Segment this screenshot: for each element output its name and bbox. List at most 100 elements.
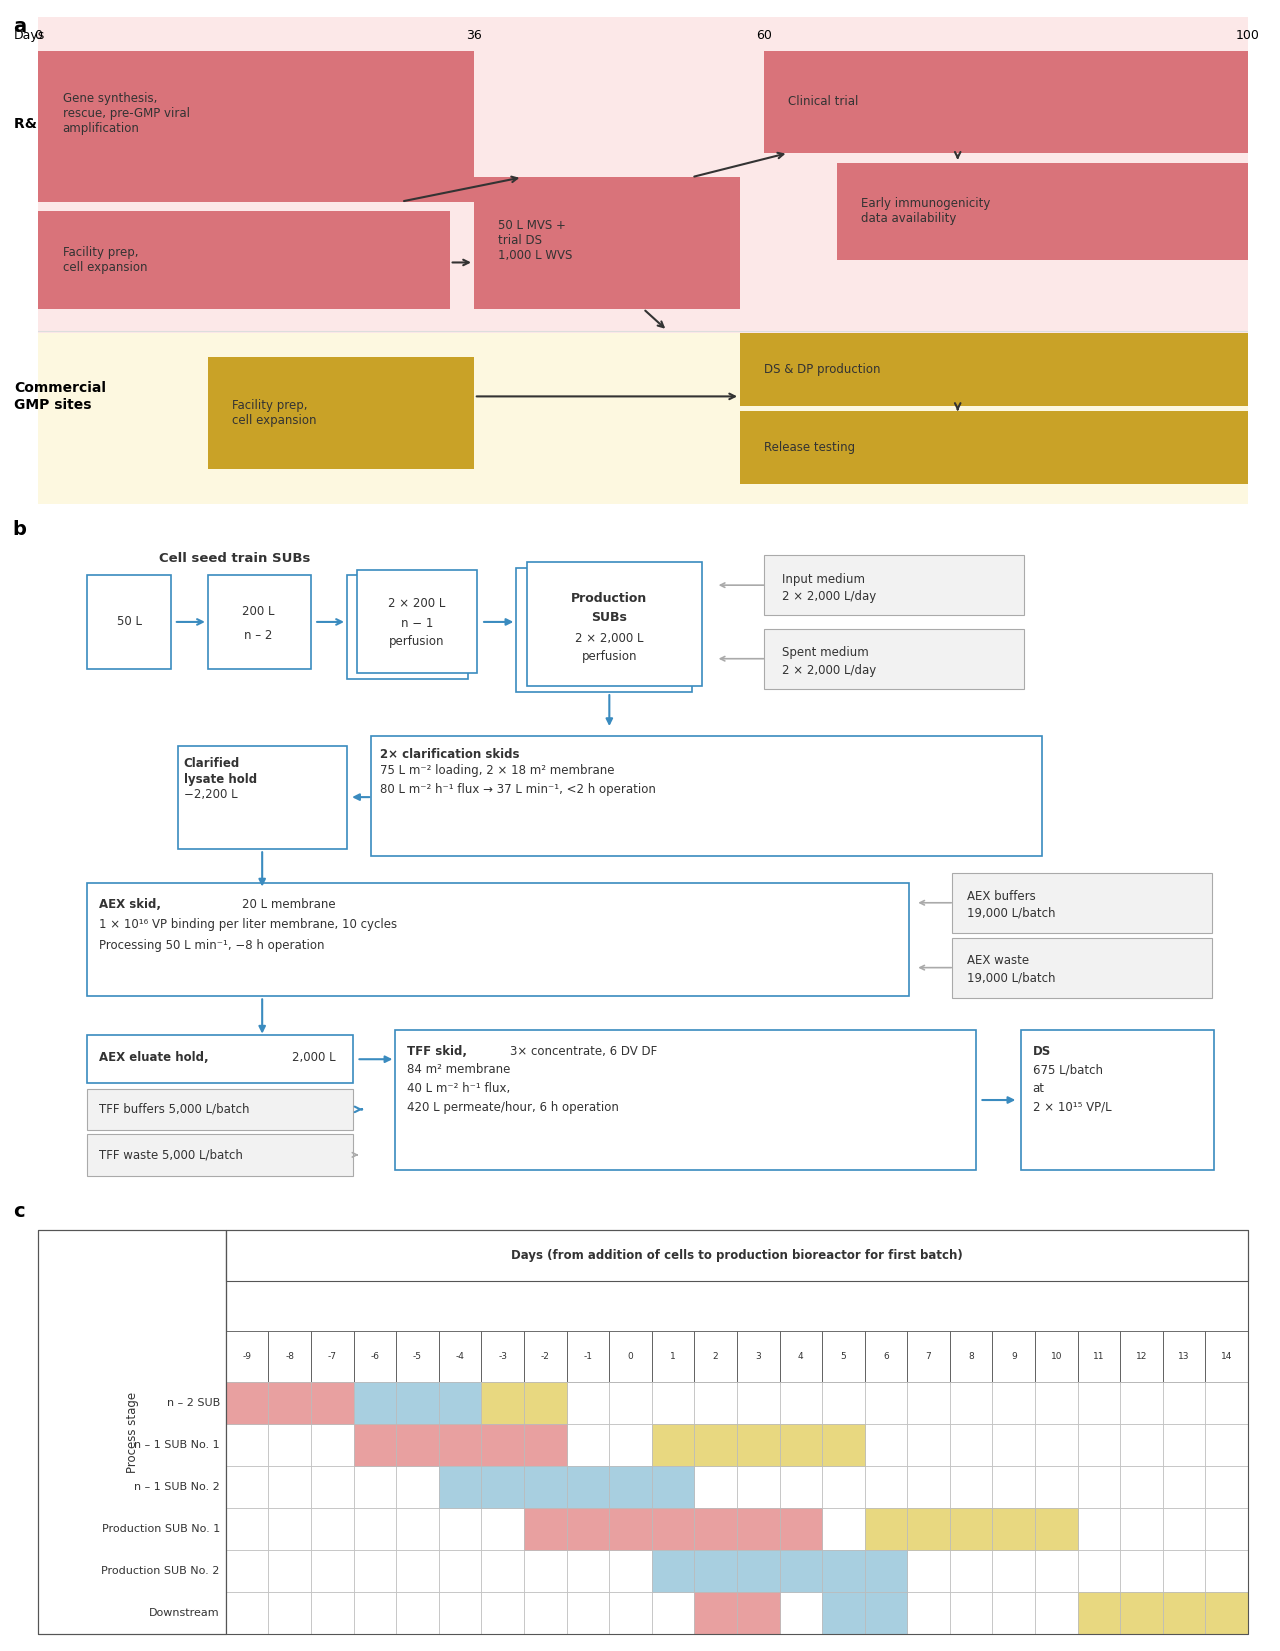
Text: 2,000 L: 2,000 L — [292, 1050, 337, 1063]
FancyBboxPatch shape — [269, 1466, 311, 1509]
FancyBboxPatch shape — [609, 1466, 652, 1509]
FancyBboxPatch shape — [950, 1509, 992, 1550]
Text: perfusion: perfusion — [581, 650, 637, 664]
FancyBboxPatch shape — [1162, 1509, 1206, 1550]
Bar — [38, 211, 449, 309]
Text: -3: -3 — [498, 1352, 507, 1360]
FancyBboxPatch shape — [950, 1592, 992, 1634]
Text: 2 × 2,000 L/day: 2 × 2,000 L/day — [782, 589, 877, 603]
Text: n – 1 SUB No. 2: n – 1 SUB No. 2 — [134, 1483, 220, 1493]
FancyBboxPatch shape — [992, 1382, 1036, 1423]
FancyBboxPatch shape — [353, 1331, 397, 1382]
Text: at: at — [1033, 1081, 1044, 1095]
Text: Clinical trial: Clinical trial — [788, 96, 859, 109]
FancyBboxPatch shape — [694, 1423, 737, 1466]
FancyBboxPatch shape — [694, 1592, 737, 1634]
Bar — [38, 51, 474, 201]
FancyBboxPatch shape — [652, 1423, 694, 1466]
FancyBboxPatch shape — [1020, 1030, 1215, 1171]
FancyBboxPatch shape — [1206, 1423, 1248, 1466]
Text: R&D sites: R&D sites — [14, 117, 91, 130]
FancyBboxPatch shape — [950, 1466, 992, 1509]
FancyBboxPatch shape — [1078, 1423, 1120, 1466]
FancyBboxPatch shape — [822, 1592, 865, 1634]
Text: 3: 3 — [755, 1352, 762, 1360]
FancyBboxPatch shape — [524, 1550, 567, 1592]
FancyBboxPatch shape — [347, 575, 467, 679]
FancyBboxPatch shape — [694, 1550, 737, 1592]
Text: 84 m² membrane: 84 m² membrane — [407, 1063, 511, 1076]
FancyBboxPatch shape — [397, 1382, 439, 1423]
FancyBboxPatch shape — [1206, 1509, 1248, 1550]
FancyBboxPatch shape — [353, 1423, 397, 1466]
Text: AEX eluate hold,: AEX eluate hold, — [99, 1050, 209, 1063]
Text: DS: DS — [1033, 1045, 1051, 1058]
FancyBboxPatch shape — [1078, 1382, 1120, 1423]
FancyBboxPatch shape — [269, 1509, 311, 1550]
FancyBboxPatch shape — [1120, 1423, 1162, 1466]
FancyBboxPatch shape — [992, 1331, 1036, 1382]
FancyBboxPatch shape — [524, 1423, 567, 1466]
FancyBboxPatch shape — [865, 1550, 908, 1592]
FancyBboxPatch shape — [178, 746, 347, 849]
Text: Cell seed train SUBs: Cell seed train SUBs — [159, 551, 311, 565]
Text: 100: 100 — [1236, 30, 1260, 43]
Text: 200 L: 200 L — [242, 606, 275, 619]
FancyBboxPatch shape — [1162, 1592, 1206, 1634]
Text: Days: Days — [14, 30, 46, 43]
FancyBboxPatch shape — [225, 1509, 269, 1550]
FancyBboxPatch shape — [609, 1509, 652, 1550]
FancyBboxPatch shape — [516, 568, 691, 692]
FancyBboxPatch shape — [908, 1509, 950, 1550]
FancyBboxPatch shape — [865, 1592, 908, 1634]
FancyBboxPatch shape — [1036, 1509, 1078, 1550]
FancyBboxPatch shape — [481, 1550, 524, 1592]
Text: lysate hold: lysate hold — [183, 773, 257, 786]
FancyBboxPatch shape — [225, 1592, 269, 1634]
FancyBboxPatch shape — [865, 1592, 908, 1634]
Text: 36: 36 — [466, 30, 481, 43]
Text: 1: 1 — [671, 1352, 676, 1360]
FancyBboxPatch shape — [567, 1592, 609, 1634]
FancyBboxPatch shape — [225, 1466, 269, 1509]
FancyBboxPatch shape — [822, 1331, 865, 1382]
Text: 40 L m⁻² h⁻¹ flux,: 40 L m⁻² h⁻¹ flux, — [407, 1081, 511, 1095]
FancyBboxPatch shape — [865, 1550, 908, 1592]
FancyBboxPatch shape — [1206, 1466, 1248, 1509]
FancyBboxPatch shape — [1162, 1550, 1206, 1592]
FancyBboxPatch shape — [524, 1423, 567, 1466]
FancyBboxPatch shape — [780, 1382, 822, 1423]
Text: 0: 0 — [627, 1352, 634, 1360]
Text: Production SUB No. 1: Production SUB No. 1 — [101, 1524, 220, 1534]
FancyBboxPatch shape — [1120, 1331, 1162, 1382]
Bar — [38, 334, 1248, 504]
FancyBboxPatch shape — [1036, 1466, 1078, 1509]
FancyBboxPatch shape — [524, 1509, 567, 1550]
FancyBboxPatch shape — [950, 1382, 992, 1423]
FancyBboxPatch shape — [652, 1423, 694, 1466]
Text: -1: -1 — [584, 1352, 593, 1360]
Text: Processing 50 L min⁻¹, −8 h operation: Processing 50 L min⁻¹, −8 h operation — [99, 939, 324, 953]
FancyBboxPatch shape — [908, 1382, 950, 1423]
FancyBboxPatch shape — [652, 1331, 694, 1382]
FancyBboxPatch shape — [87, 1134, 353, 1176]
FancyBboxPatch shape — [225, 1550, 269, 1592]
FancyBboxPatch shape — [371, 736, 1042, 855]
FancyBboxPatch shape — [87, 1088, 353, 1129]
Text: 8: 8 — [968, 1352, 974, 1360]
Text: 20 L membrane: 20 L membrane — [242, 898, 335, 911]
Text: 60: 60 — [756, 30, 772, 43]
FancyBboxPatch shape — [1036, 1509, 1078, 1550]
Text: 1 × 10¹⁶ VP binding per liter membrane, 10 cycles: 1 × 10¹⁶ VP binding per liter membrane, … — [99, 918, 397, 931]
FancyBboxPatch shape — [865, 1509, 908, 1550]
Text: c: c — [13, 1202, 24, 1222]
Text: 12: 12 — [1135, 1352, 1147, 1360]
FancyBboxPatch shape — [1162, 1382, 1206, 1423]
Text: -8: -8 — [285, 1352, 294, 1360]
FancyBboxPatch shape — [609, 1550, 652, 1592]
FancyBboxPatch shape — [822, 1423, 865, 1466]
FancyBboxPatch shape — [481, 1423, 524, 1466]
FancyBboxPatch shape — [694, 1423, 737, 1466]
FancyBboxPatch shape — [397, 1592, 439, 1634]
Text: Facility prep,
cell expansion: Facility prep, cell expansion — [63, 246, 147, 274]
